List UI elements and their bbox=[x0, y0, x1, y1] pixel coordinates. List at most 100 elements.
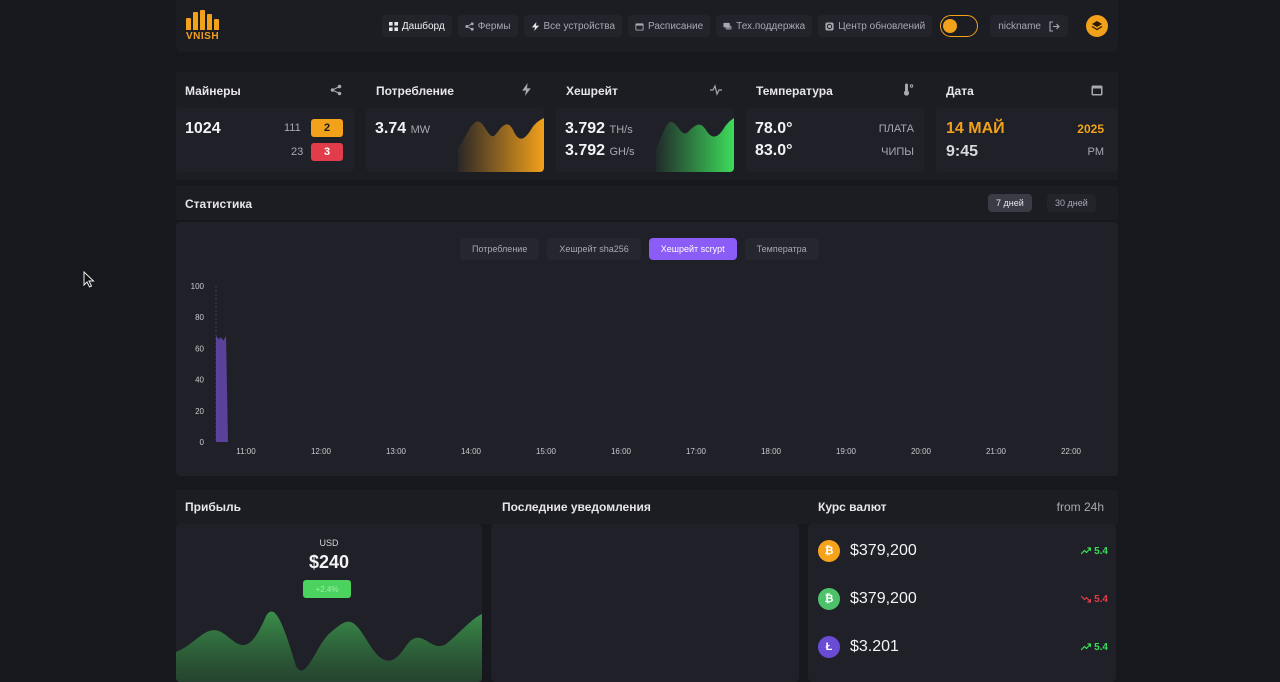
nav-label: Расписание bbox=[648, 20, 704, 32]
hashrate-value2: 3.792 bbox=[565, 142, 606, 159]
x-tick-label: 21:00 bbox=[986, 447, 1007, 456]
x-tick-label: 11:00 bbox=[236, 447, 256, 456]
series-area bbox=[216, 335, 228, 442]
trend-down-icon bbox=[1081, 595, 1092, 603]
user-menu[interactable]: nickname bbox=[990, 15, 1068, 37]
x-tick-label: 22:00 bbox=[1061, 447, 1082, 456]
coin-change: 5.4 bbox=[1081, 594, 1108, 605]
tab-temperature[interactable]: Температра bbox=[744, 238, 819, 260]
error-badge[interactable]: 3 bbox=[311, 143, 343, 161]
power-card: 3.74 MW bbox=[366, 108, 544, 172]
calendar-icon bbox=[1091, 85, 1103, 96]
coin-row[interactable]: Ł $3.201 5.4 bbox=[818, 627, 1108, 667]
statistics-header bbox=[176, 186, 1118, 220]
coin-row[interactable]: ₿ $379,200 5.4 bbox=[818, 579, 1108, 619]
toggle-knob bbox=[943, 19, 958, 33]
date-title: Дата bbox=[946, 84, 974, 98]
power-sparkline bbox=[458, 118, 544, 172]
profit-currency: USD bbox=[319, 538, 339, 548]
coin-change-value: 5.4 bbox=[1094, 545, 1108, 557]
board-temp: 78.0° bbox=[755, 120, 793, 137]
x-tick-label: 14:00 bbox=[461, 447, 482, 456]
temp-title: Температура bbox=[756, 84, 833, 98]
main-nav: Дашборд Фермы Все устройства Расписание … bbox=[381, 15, 1108, 37]
period-7-days[interactable]: 7 дней bbox=[988, 194, 1032, 212]
date-card: 14 МАЙ 2025 9:45 PM bbox=[936, 108, 1118, 172]
profit-title: Прибыль bbox=[185, 500, 241, 514]
power-unit: MW bbox=[410, 124, 431, 136]
y-tick-label: 100 bbox=[191, 282, 205, 291]
power-value-group: 3.74 MW bbox=[375, 120, 430, 138]
logout-icon[interactable] bbox=[1049, 20, 1060, 32]
hashrate-unit2: GH/s bbox=[609, 146, 635, 158]
profit-amount: $240 bbox=[308, 552, 350, 572]
rates-period: from 24h bbox=[1056, 500, 1104, 514]
nav-farms[interactable]: Фермы bbox=[457, 15, 518, 37]
rates-title: Курс валют bbox=[818, 500, 887, 514]
warning-badge[interactable]: 2 bbox=[311, 119, 343, 137]
nav-support[interactable]: Тех.поддержка bbox=[716, 15, 813, 37]
thermometer-icon bbox=[903, 83, 914, 96]
chat-icon bbox=[723, 22, 732, 30]
tab-hashrate-sha256[interactable]: Хешрейт sha256 bbox=[547, 238, 641, 260]
top-header: VNISH Дашборд Фермы Все устройства Распи… bbox=[176, 0, 1118, 52]
power-value: 3.74 bbox=[375, 120, 407, 137]
refresh-icon bbox=[825, 21, 834, 31]
coin-change-value: 5.4 bbox=[1094, 641, 1108, 653]
bitcoin-cash-icon: ₿ bbox=[818, 588, 840, 610]
statistics-title: Статистика bbox=[185, 197, 253, 211]
theme-toggle[interactable] bbox=[940, 15, 979, 37]
logo[interactable]: VNISH bbox=[186, 10, 226, 42]
miners-total: 1024 bbox=[185, 120, 221, 137]
mouse-cursor-icon bbox=[83, 271, 95, 288]
temp-card: 78.0° ПЛАТА 83.0° ЧИПЫ bbox=[746, 108, 924, 172]
avatar[interactable] bbox=[1086, 15, 1108, 37]
coin-change: 5.4 bbox=[1081, 546, 1108, 557]
statistics-chart: 0 20 40 60 80 100 11:00 12:00 13:00 14:00 15:00 16:… bbox=[191, 282, 1082, 456]
x-tick-label: 13:00 bbox=[386, 447, 407, 456]
board-temp-label: ПЛАТА bbox=[878, 123, 914, 135]
litecoin-icon: Ł bbox=[818, 636, 840, 658]
bolt-icon bbox=[531, 21, 539, 31]
nav-dashboard[interactable]: Дашборд bbox=[381, 15, 452, 37]
nav-all-devices[interactable]: Все устройства bbox=[523, 15, 623, 37]
tab-consumption[interactable]: Потребление bbox=[460, 238, 540, 260]
coin-row[interactable]: ₿ $379,200 5.4 bbox=[818, 531, 1108, 571]
notifications-title: Последние уведомления bbox=[502, 500, 651, 514]
hashrate-sparkline bbox=[656, 118, 734, 172]
date-ampm: PM bbox=[1087, 146, 1105, 158]
profit-panel: USD $240 +2.4% bbox=[176, 524, 482, 682]
period-30-days[interactable]: 30 дней bbox=[1047, 194, 1096, 212]
bolt-icon bbox=[522, 83, 531, 96]
x-tick-label: 19:00 bbox=[836, 447, 857, 456]
power-title: Потребление bbox=[376, 84, 454, 98]
tab-hashrate-scrypt[interactable]: Хешрейт scrypt bbox=[648, 238, 737, 260]
coin-change-value: 5.4 bbox=[1094, 593, 1108, 605]
y-tick-label: 20 bbox=[195, 407, 204, 416]
coin-price: $379,200 bbox=[850, 590, 917, 607]
share-icon bbox=[330, 84, 342, 96]
y-tick-label: 0 bbox=[200, 438, 205, 447]
nav-updates[interactable]: Центр обновлений bbox=[818, 15, 933, 37]
y-tick-label: 40 bbox=[195, 376, 204, 385]
bottom-row-bg bbox=[176, 490, 1118, 524]
x-tick-label: 16:00 bbox=[611, 447, 632, 456]
x-tick-label: 20:00 bbox=[911, 447, 932, 456]
activity-icon bbox=[710, 84, 722, 96]
nav-label: Фермы bbox=[477, 20, 511, 32]
username: nickname bbox=[998, 20, 1041, 32]
coin-price: $379,200 bbox=[850, 542, 917, 559]
logo-icon bbox=[186, 10, 219, 30]
nav-schedule[interactable]: Расписание bbox=[628, 15, 711, 37]
chips-temp: 83.0° bbox=[755, 142, 793, 159]
date-day: 14 МАЙ bbox=[946, 120, 1005, 137]
share-icon bbox=[465, 21, 474, 31]
miners-err-count: 23 bbox=[291, 146, 304, 158]
calendar-icon bbox=[635, 22, 644, 31]
coin-change: 5.4 bbox=[1081, 642, 1108, 653]
miners-title: Майнеры bbox=[185, 84, 241, 98]
rates-panel bbox=[808, 524, 1116, 682]
nav-label: Центр обновлений bbox=[838, 20, 926, 32]
profit-badge: +2.4% bbox=[303, 580, 351, 598]
notifications-panel bbox=[491, 524, 799, 682]
